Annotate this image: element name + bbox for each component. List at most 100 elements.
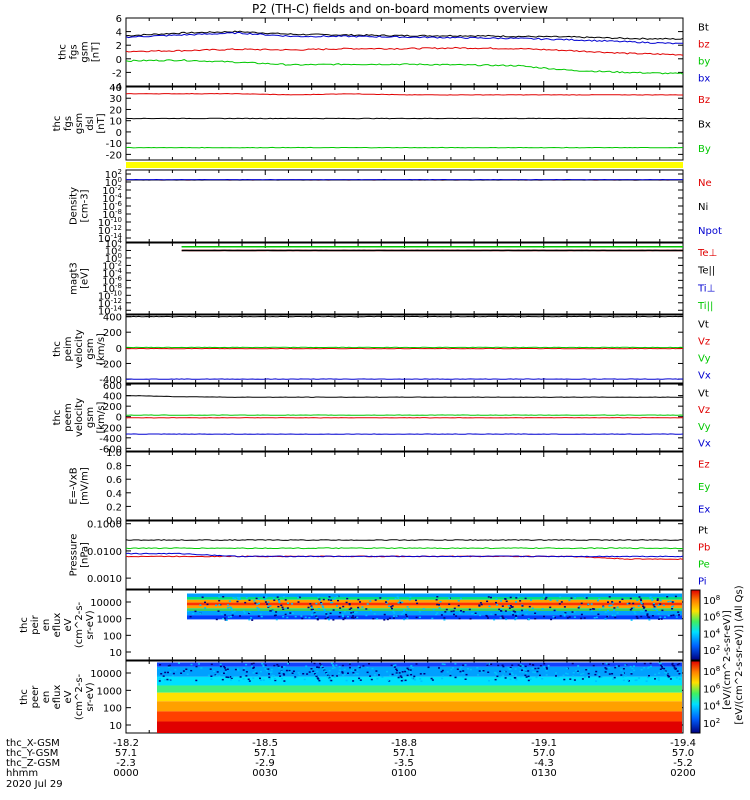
- spectrogram-speckle: [341, 614, 344, 616]
- y-tick-label: -200: [99, 423, 122, 434]
- spectrogram-speckle: [369, 675, 372, 677]
- spectrogram-speckle: [405, 669, 408, 672]
- spectrogram-speckle: [365, 608, 368, 610]
- spectrogram-speckle: [549, 599, 552, 601]
- spectrogram-speckle: [598, 676, 601, 678]
- spectrogram-speckle: [304, 616, 307, 619]
- spectrogram-speckle: [646, 614, 649, 616]
- spectrogram-speckle: [279, 675, 282, 677]
- spectrogram-speckle: [530, 599, 532, 601]
- spectrogram-speckle: [438, 607, 441, 609]
- legend-label: Bt: [698, 23, 709, 34]
- spectrogram-speckle: [406, 674, 409, 677]
- spectrogram-speckle: [664, 671, 667, 673]
- spectrogram-speckle: [451, 667, 454, 669]
- spectrogram-speckle: [298, 673, 301, 676]
- spectrogram-speckle: [353, 669, 355, 671]
- spectrogram-speckle: [596, 599, 599, 602]
- spectrogram-speckle: [654, 678, 656, 680]
- spectrogram-speckle: [158, 680, 161, 682]
- spectrogram-speckle: [189, 615, 192, 618]
- spectrogram-speckle: [605, 662, 608, 665]
- spectrogram-speckle: [348, 603, 351, 605]
- spectrogram-speckle: [487, 596, 490, 598]
- spectrogram-speckle: [371, 667, 374, 670]
- spectrogram-speckle: [635, 615, 638, 618]
- spectrogram-speckle: [608, 605, 611, 607]
- spectrogram-speckle: [639, 598, 642, 600]
- spectrogram-speckle: [569, 678, 572, 680]
- spectrogram-speckle: [614, 614, 617, 617]
- legend-label: Ni: [698, 202, 708, 213]
- spectrogram-speckle: [242, 678, 245, 680]
- spectrogram-speckle: [527, 618, 530, 621]
- spectrogram-speckle: [598, 673, 601, 676]
- y-tick-label: 10-2: [102, 259, 122, 272]
- spectrogram-speckle: [521, 609, 523, 612]
- spectrogram-speckle: [266, 603, 269, 605]
- legend-label: by: [698, 57, 710, 68]
- spectrogram-speckle: [606, 615, 609, 618]
- spectrogram-speckle: [278, 601, 281, 604]
- spectrogram-speckle: [218, 675, 221, 677]
- spectrogram-speckle: [395, 672, 398, 674]
- y-tick-label: 1000: [97, 615, 122, 626]
- spectrogram-speckle: [458, 617, 461, 620]
- spectrogram-speckle: [413, 677, 416, 680]
- spectrogram-speckle: [231, 608, 233, 611]
- spectrogram-speckle: [274, 679, 277, 682]
- spectrogram-speckle: [310, 668, 313, 670]
- spectrogram-speckle: [669, 678, 672, 680]
- spectrogram-speckle: [281, 677, 283, 680]
- spectrogram-speckle: [657, 604, 660, 606]
- spectrogram-speckle: [576, 671, 579, 674]
- spectrogram-speckle: [326, 616, 329, 619]
- y-axis-label-line: velocity: [74, 329, 85, 368]
- spectrogram-speckle: [593, 617, 596, 619]
- y-axis-label-line: E=-VxB: [69, 467, 80, 504]
- spectrogram-speckle: [390, 664, 393, 667]
- y-axis-label-line: [mV/m]: [80, 467, 91, 505]
- spectrogram-speckle: [195, 665, 198, 668]
- y-axis-label-line: gsm: [80, 41, 91, 62]
- spectrogram-speckle: [555, 672, 557, 674]
- legend-label: bx: [698, 74, 710, 85]
- spectrogram-speckle: [356, 673, 359, 675]
- spectrogram-speckle: [474, 614, 477, 616]
- spectrogram-speckle: [462, 611, 465, 613]
- spectrogram-speckle: [413, 675, 416, 678]
- spectrogram-speckle: [323, 608, 326, 611]
- spectrogram-speckle: [456, 668, 459, 670]
- spectrogram-band: [157, 701, 682, 712]
- y-axis-label: thc fgs gsm [nT]: [58, 41, 102, 62]
- colorbar-tick-label: 108: [703, 665, 720, 678]
- spectrogram-speckle: [633, 669, 636, 672]
- spectrogram-speckle: [342, 618, 345, 621]
- spectrogram-speckle: [331, 601, 334, 604]
- spectrogram-speckle: [441, 663, 444, 665]
- spectrogram-speckle: [245, 675, 248, 677]
- spectrogram-speckle: [313, 662, 316, 665]
- spectrogram-speckle: [242, 674, 245, 677]
- spectrogram-speckle: [494, 672, 497, 674]
- spectrogram-speckle: [534, 671, 537, 674]
- spectrogram-speckle: [394, 664, 397, 666]
- spectrogram-speckle: [248, 680, 251, 682]
- series-line-black: [125, 30, 684, 40]
- spectrogram-speckle: [678, 614, 680, 616]
- x-row-label: thc_Y-GSM: [6, 748, 58, 759]
- spectrogram-speckle: [614, 666, 617, 669]
- spectrogram-speckle: [352, 617, 355, 619]
- spectrogram-speckle: [659, 599, 662, 602]
- spectrogram-speckle: [324, 670, 327, 672]
- spectrogram-speckle: [243, 667, 246, 669]
- x-tick-value: 0100: [391, 768, 416, 779]
- spectrogram-speckle: [355, 611, 358, 614]
- spectrogram-speckle: [611, 602, 614, 604]
- spectrogram-speckle: [465, 673, 468, 676]
- spectrogram-speckle: [563, 613, 566, 615]
- spectrogram-speckle: [403, 618, 406, 621]
- spectrogram-speckle: [640, 610, 643, 612]
- y-tick-label: 0.0: [106, 516, 122, 527]
- spectrogram-speckle: [671, 606, 673, 608]
